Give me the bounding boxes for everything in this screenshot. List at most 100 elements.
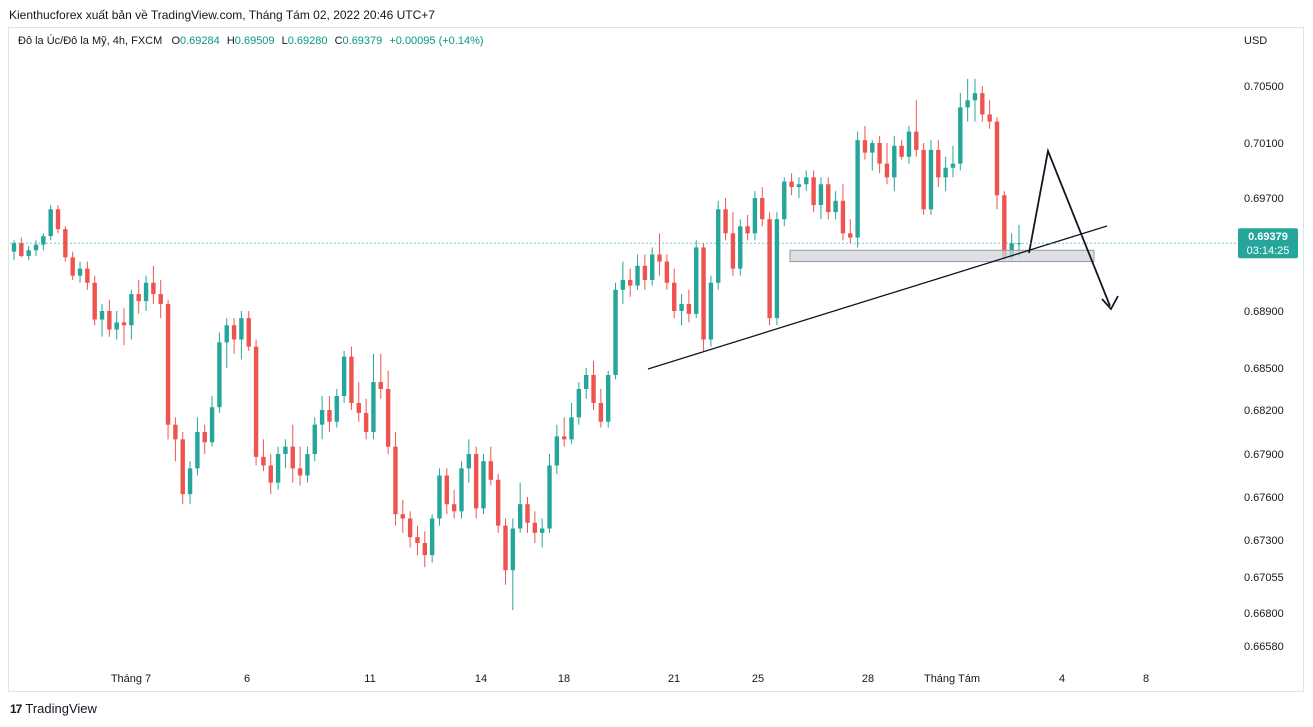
candle-body	[63, 229, 68, 258]
high-value: 0.69509	[234, 35, 275, 47]
candle	[539, 518, 545, 548]
candle	[55, 205, 61, 234]
candle-body	[906, 131, 912, 157]
candle	[583, 368, 589, 399]
candle-body	[283, 446, 288, 454]
candle	[444, 468, 450, 515]
candle	[429, 514, 435, 563]
candle-body	[19, 243, 24, 256]
candle-body	[48, 209, 53, 237]
candle-body	[972, 93, 978, 101]
candle	[19, 237, 24, 258]
candle-body	[650, 254, 655, 280]
candle-body	[26, 250, 31, 256]
candle-body	[202, 432, 207, 443]
candle-body	[635, 265, 640, 286]
candle-body	[980, 93, 985, 115]
candle	[466, 439, 472, 483]
candle	[77, 261, 83, 283]
candle	[158, 279, 163, 319]
candle	[730, 212, 736, 276]
candle-body	[884, 163, 890, 178]
candle-body	[481, 461, 486, 509]
candle	[635, 254, 640, 290]
candle-body	[833, 200, 838, 213]
open-label: O	[171, 35, 180, 47]
candle	[415, 525, 420, 556]
candle	[363, 398, 369, 440]
candle-body	[503, 525, 508, 571]
high-label: H	[226, 35, 235, 47]
symbol-label[interactable]: Đô la Úc/Đô la Mỹ, 4h, FXCM	[18, 35, 163, 47]
candle	[143, 275, 149, 311]
candle	[525, 497, 530, 533]
time-tick-label: 21	[668, 673, 680, 685]
candle	[620, 261, 626, 304]
time-tick-label: 25	[752, 673, 764, 685]
candle-body	[745, 226, 750, 234]
price-tick-label: 0.67300	[1244, 535, 1284, 547]
candle	[202, 424, 207, 454]
price-tick-label: 0.68500	[1244, 363, 1284, 375]
candle	[870, 140, 875, 171]
candle	[327, 396, 332, 432]
candle	[151, 265, 156, 304]
candle-body	[290, 446, 295, 469]
candle	[26, 246, 31, 261]
candle	[877, 135, 882, 174]
candle-body	[429, 518, 435, 556]
candle	[738, 219, 743, 276]
candle	[217, 332, 222, 413]
candle	[114, 311, 119, 340]
candle-body	[760, 198, 765, 220]
price-tick-label: 0.67900	[1244, 449, 1284, 461]
candle	[855, 131, 860, 248]
low-label: L	[281, 35, 288, 47]
candle	[701, 243, 706, 351]
candle-body	[92, 282, 97, 320]
candle-body	[165, 303, 171, 425]
candle	[994, 117, 1000, 210]
candle-body	[312, 424, 317, 454]
candle-body	[826, 184, 831, 213]
candle	[833, 191, 838, 220]
candle-body	[473, 454, 479, 509]
close-value: 0.69379	[342, 35, 383, 47]
candle-body	[723, 209, 728, 234]
tradingview-logo-icon: 17	[10, 702, 22, 716]
candle	[826, 177, 831, 220]
candle	[41, 233, 46, 251]
tradingview-logo[interactable]: 17 TradingView	[10, 701, 97, 716]
candle	[760, 187, 765, 227]
time-tick-label: 8	[1143, 673, 1149, 685]
candle	[495, 474, 501, 533]
candle	[965, 78, 970, 122]
candle-body	[554, 436, 560, 466]
candle	[796, 177, 802, 198]
candle	[400, 499, 405, 533]
candle	[980, 86, 985, 122]
candle-body	[327, 410, 332, 422]
candle-body	[114, 322, 119, 330]
candle	[107, 299, 112, 337]
candle-body	[195, 432, 200, 469]
candle-body	[664, 261, 670, 283]
chart-frame[interactable]	[8, 27, 1304, 692]
candle-body	[187, 468, 193, 495]
candle	[437, 468, 442, 526]
candle-body	[11, 243, 17, 252]
candle	[173, 417, 178, 462]
candle	[884, 143, 890, 185]
candle	[165, 299, 171, 440]
change-value: +0.00095 (+0.14%)	[389, 35, 484, 47]
candle	[488, 446, 494, 486]
candle	[605, 370, 611, 428]
candle-body	[334, 396, 339, 422]
candle-body	[217, 342, 222, 408]
publisher-caption: Kienthucforex xuất bản về TradingView.co…	[9, 8, 435, 22]
price-tick-label: 0.68900	[1244, 306, 1284, 318]
candle-body	[855, 140, 860, 238]
candle-body	[738, 226, 743, 269]
candle	[950, 145, 956, 178]
